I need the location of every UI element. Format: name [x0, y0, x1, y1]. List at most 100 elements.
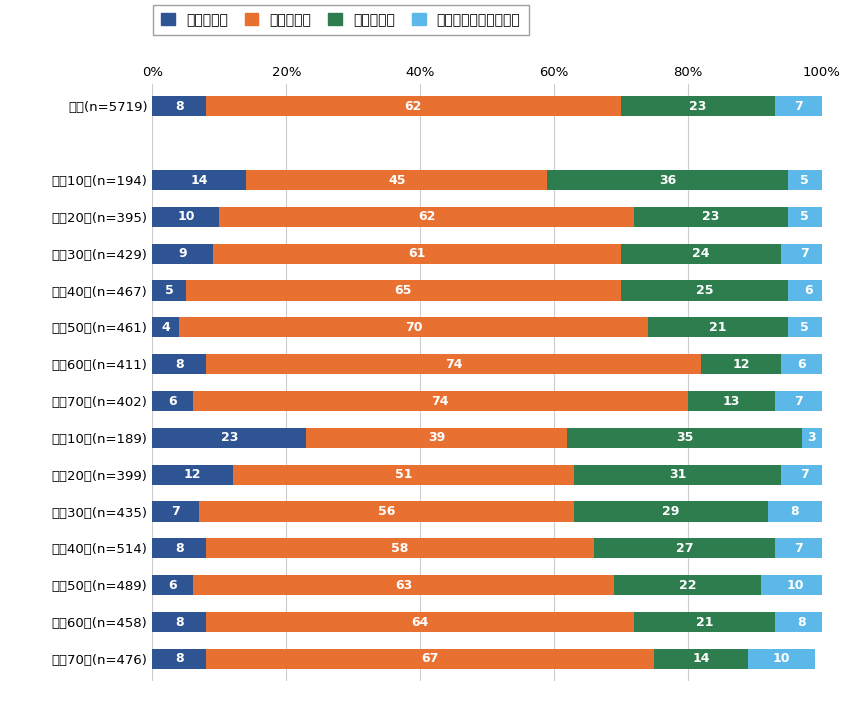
- Text: 14: 14: [191, 173, 208, 187]
- Text: 22: 22: [679, 578, 696, 592]
- Bar: [206, 649, 654, 669]
- Bar: [768, 501, 822, 522]
- Bar: [701, 354, 782, 374]
- Bar: [788, 206, 822, 227]
- Text: 56: 56: [378, 505, 396, 518]
- Text: 7: 7: [171, 505, 180, 518]
- Text: 14: 14: [692, 652, 710, 665]
- Text: 7: 7: [800, 468, 809, 481]
- Bar: [152, 612, 206, 632]
- Bar: [547, 170, 788, 190]
- Text: 8: 8: [175, 100, 184, 113]
- Bar: [192, 575, 614, 595]
- Bar: [761, 575, 828, 595]
- Text: 74: 74: [431, 395, 449, 407]
- Text: 23: 23: [689, 100, 706, 113]
- Bar: [788, 317, 822, 338]
- Bar: [152, 465, 233, 485]
- Bar: [634, 612, 775, 632]
- Text: 7: 7: [794, 395, 803, 407]
- Text: 6: 6: [804, 284, 812, 297]
- Bar: [307, 428, 567, 448]
- Text: 5: 5: [800, 211, 809, 223]
- Text: 7: 7: [794, 100, 803, 113]
- Bar: [688, 391, 775, 411]
- Text: 7: 7: [794, 542, 803, 555]
- Text: 10: 10: [772, 652, 790, 665]
- Bar: [621, 280, 788, 300]
- Text: 12: 12: [184, 468, 202, 481]
- Text: 58: 58: [391, 542, 409, 555]
- Bar: [775, 538, 822, 559]
- Text: 64: 64: [412, 616, 429, 628]
- Bar: [614, 575, 761, 595]
- Text: 36: 36: [659, 173, 676, 187]
- Text: 70: 70: [405, 321, 422, 334]
- Text: 29: 29: [662, 505, 680, 518]
- Text: 5: 5: [165, 284, 174, 297]
- Text: 12: 12: [733, 358, 750, 371]
- Bar: [180, 317, 648, 338]
- Bar: [594, 538, 775, 559]
- Bar: [206, 538, 594, 559]
- Text: 5: 5: [800, 173, 809, 187]
- Bar: [621, 96, 775, 117]
- Text: 63: 63: [395, 578, 412, 592]
- Text: 6: 6: [797, 358, 805, 371]
- Text: 8: 8: [175, 358, 184, 371]
- Bar: [152, 428, 307, 448]
- Bar: [567, 428, 801, 448]
- Bar: [788, 280, 828, 300]
- Text: 65: 65: [395, 284, 412, 297]
- Text: 45: 45: [388, 173, 406, 187]
- Bar: [775, 96, 822, 117]
- Bar: [192, 391, 688, 411]
- Bar: [186, 280, 621, 300]
- Text: 51: 51: [395, 468, 412, 481]
- Text: 5: 5: [800, 321, 809, 334]
- Text: 3: 3: [807, 431, 816, 444]
- Bar: [199, 501, 574, 522]
- Bar: [206, 354, 701, 374]
- Bar: [152, 649, 206, 669]
- Bar: [782, 465, 828, 485]
- Text: 27: 27: [676, 542, 693, 555]
- Bar: [775, 612, 828, 632]
- Text: 7: 7: [800, 247, 809, 260]
- Bar: [152, 280, 186, 300]
- Bar: [152, 354, 206, 374]
- Text: 62: 62: [405, 100, 422, 113]
- Bar: [748, 649, 815, 669]
- Text: 6: 6: [169, 395, 177, 407]
- Bar: [213, 244, 621, 264]
- Text: 35: 35: [676, 431, 693, 444]
- Bar: [775, 391, 822, 411]
- Bar: [152, 170, 246, 190]
- Text: 25: 25: [695, 284, 713, 297]
- Text: 24: 24: [692, 247, 710, 260]
- Text: 67: 67: [422, 652, 439, 665]
- Text: 8: 8: [175, 616, 184, 628]
- Bar: [152, 206, 219, 227]
- Text: 8: 8: [175, 542, 184, 555]
- Bar: [152, 244, 213, 264]
- Text: 6: 6: [169, 578, 177, 592]
- Text: 10: 10: [177, 211, 195, 223]
- Bar: [574, 465, 782, 485]
- Bar: [621, 244, 782, 264]
- Bar: [233, 465, 574, 485]
- Bar: [219, 206, 634, 227]
- Text: 23: 23: [221, 431, 238, 444]
- Bar: [654, 649, 748, 669]
- Text: 8: 8: [790, 505, 799, 518]
- Text: 61: 61: [408, 247, 425, 260]
- Text: 9: 9: [178, 247, 187, 260]
- Bar: [634, 206, 788, 227]
- Bar: [246, 170, 547, 190]
- Text: 21: 21: [695, 616, 713, 628]
- Text: 21: 21: [709, 321, 727, 334]
- Bar: [206, 612, 634, 632]
- Legend: 長くなった, 変わらない, 短くなった, もともとやっていない: 長くなった, 変わらない, 短くなった, もともとやっていない: [152, 5, 529, 35]
- Bar: [782, 354, 822, 374]
- Bar: [152, 575, 192, 595]
